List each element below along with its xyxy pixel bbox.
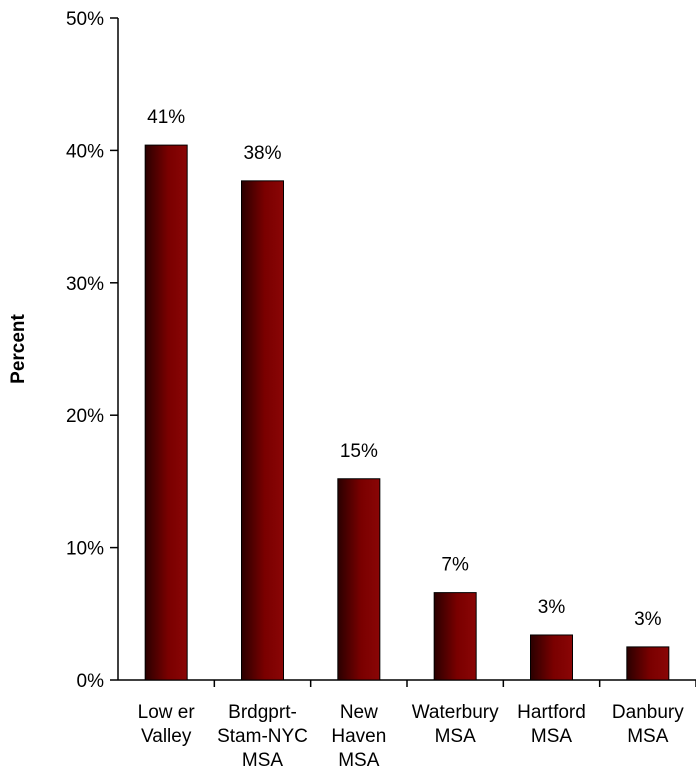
- bar: [337, 478, 381, 681]
- category-label: Waterbury MSA: [412, 702, 499, 747]
- y-tick-label: 10%: [66, 539, 104, 560]
- category-label-line: Brdgprt-: [228, 702, 297, 723]
- data-label: 3%: [634, 609, 662, 630]
- data-labels: 41% 38% 15% 7% 3% 3%: [147, 107, 662, 630]
- y-axis-label: Percent: [8, 313, 29, 383]
- category-label-line: New: [340, 702, 378, 723]
- x-axis: Low er Valley Brdgprt- Stam-NYC MSA New Haven M…: [118, 679, 696, 771]
- y-tick-label: 40%: [66, 141, 104, 162]
- y-tick-label: 20%: [66, 406, 104, 427]
- category-label: Brdgprt- Stam-NYC MSA: [217, 702, 308, 771]
- data-label: 3%: [538, 597, 566, 618]
- bar: [433, 592, 477, 681]
- y-tick-label: 0%: [77, 671, 105, 692]
- category-label-line: MSA: [435, 726, 477, 747]
- y-tick-label: 30%: [66, 274, 104, 295]
- category-label-line: Danbury: [612, 702, 684, 723]
- data-label: 7%: [441, 555, 469, 576]
- data-label: 15%: [340, 441, 378, 462]
- category-label: Hartford MSA: [517, 702, 586, 747]
- bar: [530, 634, 573, 681]
- bar: [144, 144, 188, 681]
- category-label-line: MSA: [242, 750, 284, 771]
- y-axis: 0% 10% 20% 30% 40% 50%: [66, 9, 119, 692]
- bar: [241, 180, 284, 681]
- category-label: New Haven MSA: [331, 702, 386, 771]
- category-label-line: Stam-NYC: [217, 726, 308, 747]
- category-label-line: Waterbury: [412, 702, 499, 723]
- category-label-line: Low er: [138, 702, 196, 723]
- data-label: 41%: [147, 107, 185, 128]
- bars: [144, 144, 670, 681]
- category-label-line: Haven: [331, 726, 386, 747]
- category-label-line: MSA: [338, 750, 380, 771]
- category-label-line: Hartford: [517, 702, 586, 723]
- category-label-line: MSA: [627, 726, 669, 747]
- data-label: 38%: [243, 143, 281, 164]
- bar: [626, 646, 670, 681]
- y-tick-label: 50%: [66, 9, 104, 30]
- category-label-line: MSA: [531, 726, 573, 747]
- category-label: Low er Valley: [138, 702, 196, 747]
- category-label: Danbury MSA: [612, 702, 684, 747]
- category-label-line: Valley: [141, 726, 192, 747]
